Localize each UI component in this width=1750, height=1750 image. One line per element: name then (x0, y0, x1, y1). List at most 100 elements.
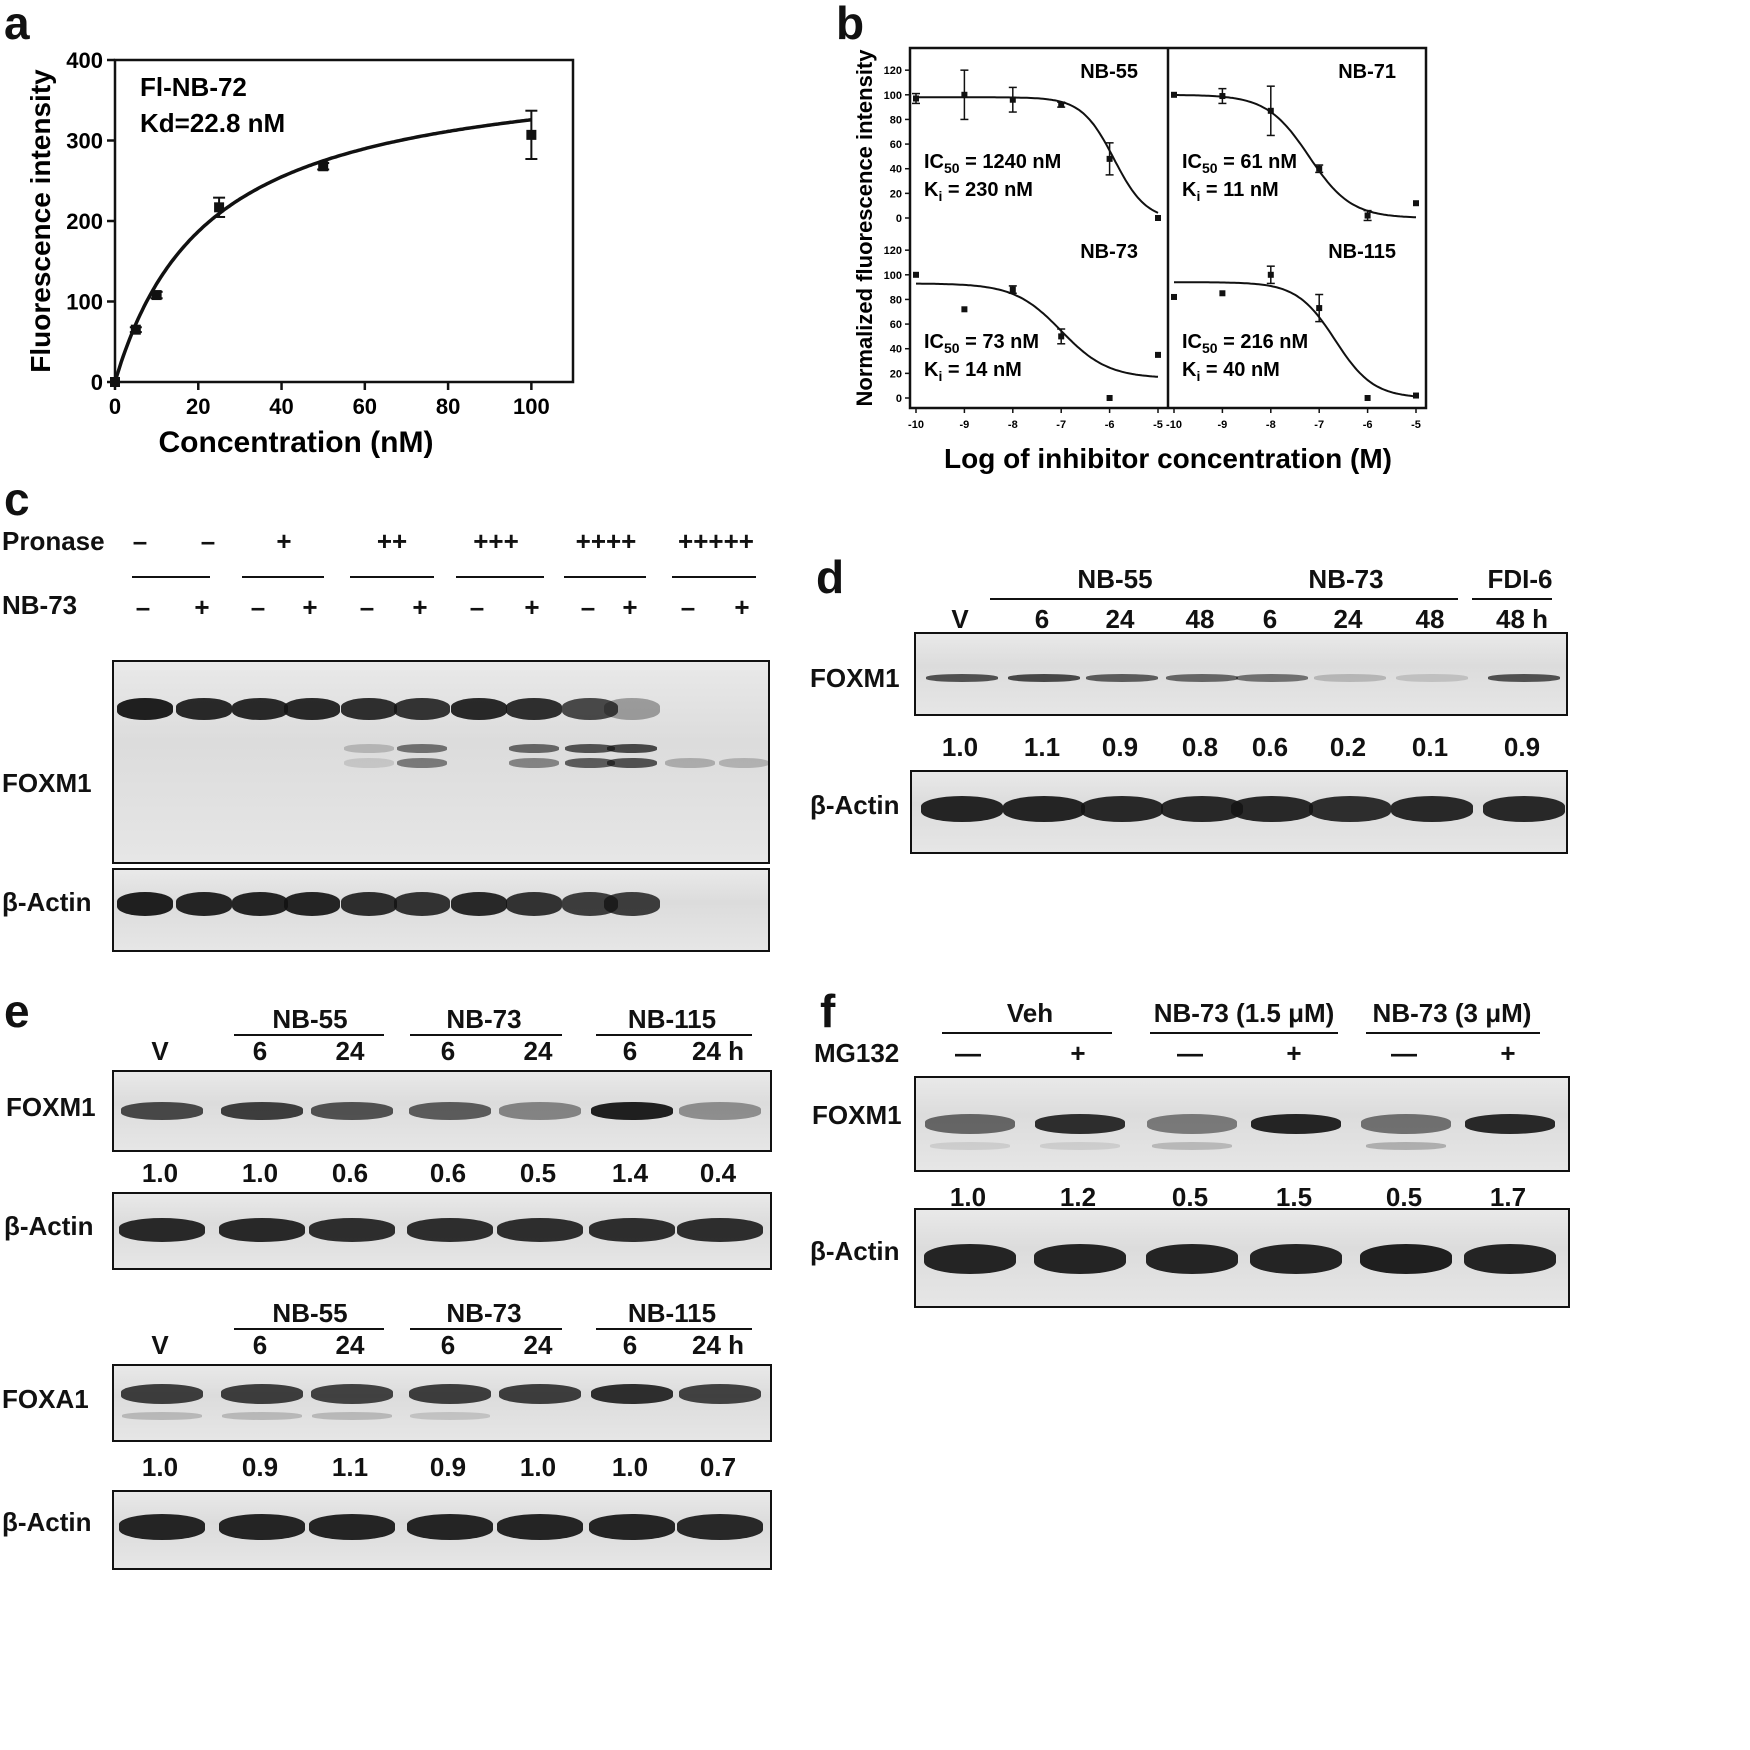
x-tick-label-b: -7 (1056, 419, 1066, 431)
treatment-group-line (596, 1034, 752, 1036)
blot-band (1081, 796, 1163, 822)
data-point-b (913, 271, 919, 278)
blot-band (665, 758, 715, 768)
treatment-group-label: FDI-6 (1487, 564, 1553, 594)
nb73-sign: + (412, 592, 428, 622)
quant-value: 1.0 (519, 1452, 557, 1482)
actin-blot-c (112, 868, 770, 952)
blot-band (284, 698, 340, 720)
y-tick-label-a: 100 (66, 290, 103, 315)
y-tick-label-a: 300 (66, 129, 103, 154)
blot-band (677, 1514, 763, 1540)
y-tick-label-a: 0 (91, 370, 103, 395)
nb73-sign: – (135, 592, 151, 622)
ic50-text-b: IC50 = 216 nM (1182, 331, 1308, 356)
pronase-row-label: Pronase (2, 526, 105, 556)
pronase-level: ++ (376, 526, 408, 556)
blot-band (1161, 796, 1243, 822)
fit-curve-b (916, 96, 1159, 214)
fit-curve-b (916, 282, 1159, 378)
y-axis-label-a: Fluorescence intensity (25, 69, 56, 373)
foxm1-blot-f (914, 1076, 1570, 1172)
blot-band (397, 744, 447, 753)
binding-curve-chart: 0 20 40 60 80 100 0 100 200 300 400 Concentration (… (25, 48, 575, 459)
nb73-sign: + (194, 592, 210, 622)
blot-band (1236, 674, 1308, 682)
pronase-level: – (200, 526, 216, 556)
blot-band (499, 1102, 581, 1120)
blot-band (1231, 796, 1313, 822)
x-tick-label-b: -9 (1218, 419, 1228, 431)
quant-value: 1.2 (1059, 1182, 1097, 1212)
timepoint-label: 24 (1105, 604, 1135, 634)
blot-band (221, 1384, 303, 1404)
blot-band (451, 892, 507, 916)
blot-band (312, 1412, 392, 1420)
nb73-sign: – (680, 592, 696, 622)
blot-band (176, 698, 232, 720)
blot-band (309, 1514, 395, 1540)
ic50-text-b: IC50 = 73 nM (924, 331, 1039, 356)
blot-band (1166, 674, 1238, 682)
data-point-b (1009, 286, 1016, 293)
y-tick-label-b: 0 (896, 213, 902, 225)
y-tick-label-b: 40 (890, 344, 902, 356)
blot-band (565, 758, 615, 768)
x-tick-label-b: -9 (960, 419, 970, 431)
quant-value: 1.0 (141, 1452, 179, 1482)
blot-band (497, 1218, 583, 1242)
blot-band (506, 698, 562, 720)
blot-band (1396, 674, 1468, 682)
blot-band (604, 892, 660, 916)
y-tick-label-a: 400 (66, 48, 103, 73)
timepoint-label: 6 (622, 1036, 638, 1066)
timepoint-label: 6 (622, 1330, 638, 1360)
nb73-sign: + (734, 592, 750, 622)
y-tick-label-b: 80 (890, 114, 902, 126)
y-tick-label-b: 80 (890, 294, 902, 306)
blot-band (679, 1384, 761, 1404)
vehicle-lane-label: V (151, 1036, 169, 1066)
quant-value: 0.2 (1329, 732, 1367, 762)
fit-curve-b (1174, 94, 1416, 219)
foxm1-label-e: FOXM1 (6, 1092, 96, 1122)
blot-band (1035, 1114, 1125, 1134)
timepoint-label: 24 (523, 1330, 553, 1360)
data-point-b (961, 91, 968, 98)
actin-blot-f (914, 1208, 1570, 1308)
treatment-group-line (1366, 1032, 1540, 1034)
nb73-sign: – (250, 592, 266, 622)
quant-value: 1.0 (241, 1158, 279, 1188)
y-tick-label-b: 100 (884, 270, 902, 282)
y-tick-label-b: 0 (896, 393, 902, 405)
annotation-kd-a: Kd=22.8 nM (140, 108, 285, 138)
blot-band (394, 892, 450, 916)
blot-band (341, 892, 397, 916)
pronase-level: – (132, 526, 148, 556)
blot-band (497, 1514, 583, 1540)
panel-letter-c: c (4, 473, 30, 525)
x-tick-label-b: -5 (1153, 419, 1163, 431)
actin-label-d: β-Actin (810, 790, 900, 820)
treatment-group-label: NB-55 (272, 1004, 348, 1034)
timepoint-label: 24 (523, 1036, 553, 1066)
ki-text-b: Ki = 40 nM (1182, 359, 1280, 384)
subplot-title-b: NB-55 (1080, 61, 1138, 83)
blot-band (222, 1412, 302, 1420)
blot-band (924, 1244, 1016, 1274)
blot-band (219, 1218, 305, 1242)
timepoint-label: 6 (1262, 604, 1278, 634)
treatment-group-line (990, 598, 1220, 600)
y-tick-label-b: 100 (884, 90, 902, 102)
treatment-group-label: NB-73 (3 μM) (1372, 998, 1532, 1028)
mg132-sign: + (1070, 1038, 1086, 1068)
blot-band (341, 698, 397, 720)
blot-band (344, 758, 394, 768)
data-point-b (1009, 96, 1016, 103)
quant-value: 0.1 (1411, 732, 1449, 762)
blot-band (1314, 674, 1386, 682)
data-point-a (318, 161, 329, 172)
timepoint-label: 24 h (691, 1036, 745, 1066)
quant-value: 1.7 (1489, 1182, 1527, 1212)
blot-band (1391, 796, 1473, 822)
